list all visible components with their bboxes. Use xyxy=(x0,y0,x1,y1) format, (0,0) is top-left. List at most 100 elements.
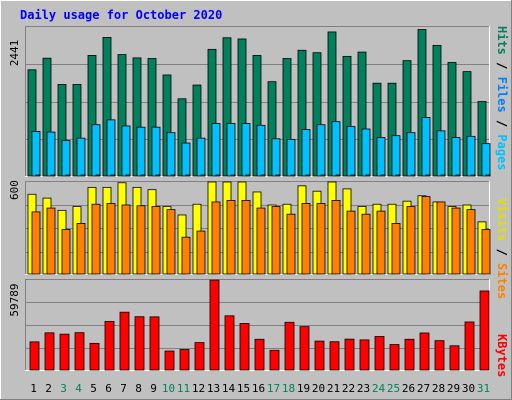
bar-kbytes-day-23 xyxy=(359,339,370,371)
bar-files-day-12 xyxy=(196,137,206,177)
bar-kbytes-day-24 xyxy=(374,336,385,371)
x-tick-label-day-6: 6 xyxy=(105,382,112,395)
bar-files-day-28 xyxy=(436,130,446,177)
legend-separator: / xyxy=(495,113,509,135)
x-tick-label-day-8: 8 xyxy=(135,382,142,395)
x-tick-label-day-25: 25 xyxy=(387,382,400,395)
x-tick-label-day-21: 21 xyxy=(327,382,340,395)
bar-pages-day-6 xyxy=(110,174,116,177)
bar-sites-day-3 xyxy=(61,229,71,275)
x-tick-label-day-1: 1 xyxy=(30,382,37,395)
x-tick-label-day-31: 31 xyxy=(477,382,490,395)
bar-sites-day-18 xyxy=(286,213,296,275)
bar-kbytes-day-7 xyxy=(119,311,130,371)
bar-pages-day-12 xyxy=(200,174,206,177)
bar-sites-day-29 xyxy=(451,207,461,275)
bar-files-day-24 xyxy=(376,137,386,177)
bar-pages-day-23 xyxy=(365,174,371,177)
bar-pages-day-27 xyxy=(425,174,431,177)
x-tick-label-day-12: 12 xyxy=(192,382,205,395)
y-max-label-hits: 2441 xyxy=(8,40,21,67)
x-tick-label-day-24: 24 xyxy=(372,382,386,395)
bar-files-day-4 xyxy=(76,137,86,177)
bar-sites-day-14 xyxy=(226,199,236,275)
legend-pages: Pages xyxy=(495,134,509,170)
bar-pages-day-24 xyxy=(380,174,386,177)
bar-kbytes-day-21 xyxy=(329,341,340,371)
svg-text:Hits / Files / Pages: Hits / Files / Pages xyxy=(495,26,509,171)
bar-kbytes-day-17 xyxy=(269,349,280,371)
bar-sites-day-16 xyxy=(256,207,266,275)
x-tick-label-day-2: 2 xyxy=(45,382,52,395)
bar-pages-day-17 xyxy=(275,174,281,177)
bar-kbytes-day-27 xyxy=(419,332,430,371)
bar-files-day-7 xyxy=(121,125,131,177)
bar-pages-day-21 xyxy=(335,174,341,177)
x-tick-label-day-28: 28 xyxy=(432,382,445,395)
x-tick-label-day-20: 20 xyxy=(312,382,325,395)
bar-pages-day-15 xyxy=(245,174,251,177)
bar-sites-day-26 xyxy=(406,206,416,275)
x-tick-label-day-13: 13 xyxy=(207,382,220,395)
bar-pages-day-9 xyxy=(155,174,161,177)
bar-pages-day-13 xyxy=(215,174,221,177)
legend-separator: / xyxy=(495,241,509,263)
bar-kbytes-day-4 xyxy=(74,332,85,371)
bar-sites-day-13 xyxy=(211,201,221,275)
y-max-labels: 2441 600 59789 xyxy=(8,40,21,317)
bar-pages-day-16 xyxy=(260,174,266,177)
bar-kbytes-day-16 xyxy=(254,338,265,371)
bar-pages-day-4 xyxy=(80,174,86,177)
bar-pages-day-5 xyxy=(95,174,101,177)
x-tick-label-day-27: 27 xyxy=(417,382,430,395)
bar-pages-day-25 xyxy=(395,174,401,177)
bar-sites-day-9 xyxy=(151,206,161,275)
bar-kbytes-day-28 xyxy=(434,340,445,371)
bar-sites-day-19 xyxy=(301,203,311,275)
bar-kbytes-day-26 xyxy=(404,338,415,371)
bar-files-day-11 xyxy=(181,142,191,177)
bar-sites-day-2 xyxy=(46,207,56,275)
x-tick-label-day-29: 29 xyxy=(447,382,460,395)
bar-sites-day-21 xyxy=(331,199,341,275)
legend-files: Files xyxy=(495,77,509,113)
bar-sites-day-5 xyxy=(91,203,101,275)
bar-sites-day-12 xyxy=(196,230,206,275)
bar-files-day-10 xyxy=(166,132,176,177)
right-legend-hits-panel: Hits / Files / Pages xyxy=(495,26,509,171)
x-tick-label-day-17: 17 xyxy=(267,382,280,395)
legend-separator: / xyxy=(495,55,509,77)
bar-sites-day-20 xyxy=(316,203,326,275)
bar-pages-day-31 xyxy=(485,174,491,177)
bar-files-day-5 xyxy=(91,124,101,177)
bar-pages-day-30 xyxy=(470,174,476,177)
bar-sites-day-31 xyxy=(481,229,491,275)
bar-kbytes-day-3 xyxy=(59,333,70,371)
panel-kbytes xyxy=(25,279,490,371)
bar-pages-day-26 xyxy=(410,174,416,177)
bar-kbytes-day-5 xyxy=(89,342,100,371)
bar-pages-day-29 xyxy=(455,174,461,177)
bar-pages-day-22 xyxy=(350,174,356,177)
x-tick-label-day-5: 5 xyxy=(90,382,97,395)
bar-kbytes-day-6 xyxy=(104,320,115,371)
bar-pages-day-14 xyxy=(230,174,236,177)
bar-files-day-1 xyxy=(31,131,41,177)
bar-files-day-22 xyxy=(346,126,356,177)
bar-kbytes-day-14 xyxy=(224,315,235,371)
bar-files-day-16 xyxy=(256,124,266,177)
panel-visits-sites xyxy=(25,181,491,275)
y-max-label-kbytes: 59789 xyxy=(8,283,21,316)
bar-files-day-19 xyxy=(301,129,311,177)
bar-files-day-8 xyxy=(136,126,146,177)
bar-sites-day-23 xyxy=(361,213,371,275)
x-tick-label-day-11: 11 xyxy=(177,382,190,395)
bar-kbytes-day-31 xyxy=(479,290,490,371)
legend-visits: Visits xyxy=(495,198,509,241)
bar-kbytes-day-19 xyxy=(299,326,310,371)
bar-files-day-26 xyxy=(406,132,416,177)
bar-kbytes-day-8 xyxy=(134,316,145,371)
bar-pages-day-7 xyxy=(125,174,131,177)
bar-kbytes-day-11 xyxy=(179,349,190,371)
bar-files-day-25 xyxy=(391,135,401,177)
